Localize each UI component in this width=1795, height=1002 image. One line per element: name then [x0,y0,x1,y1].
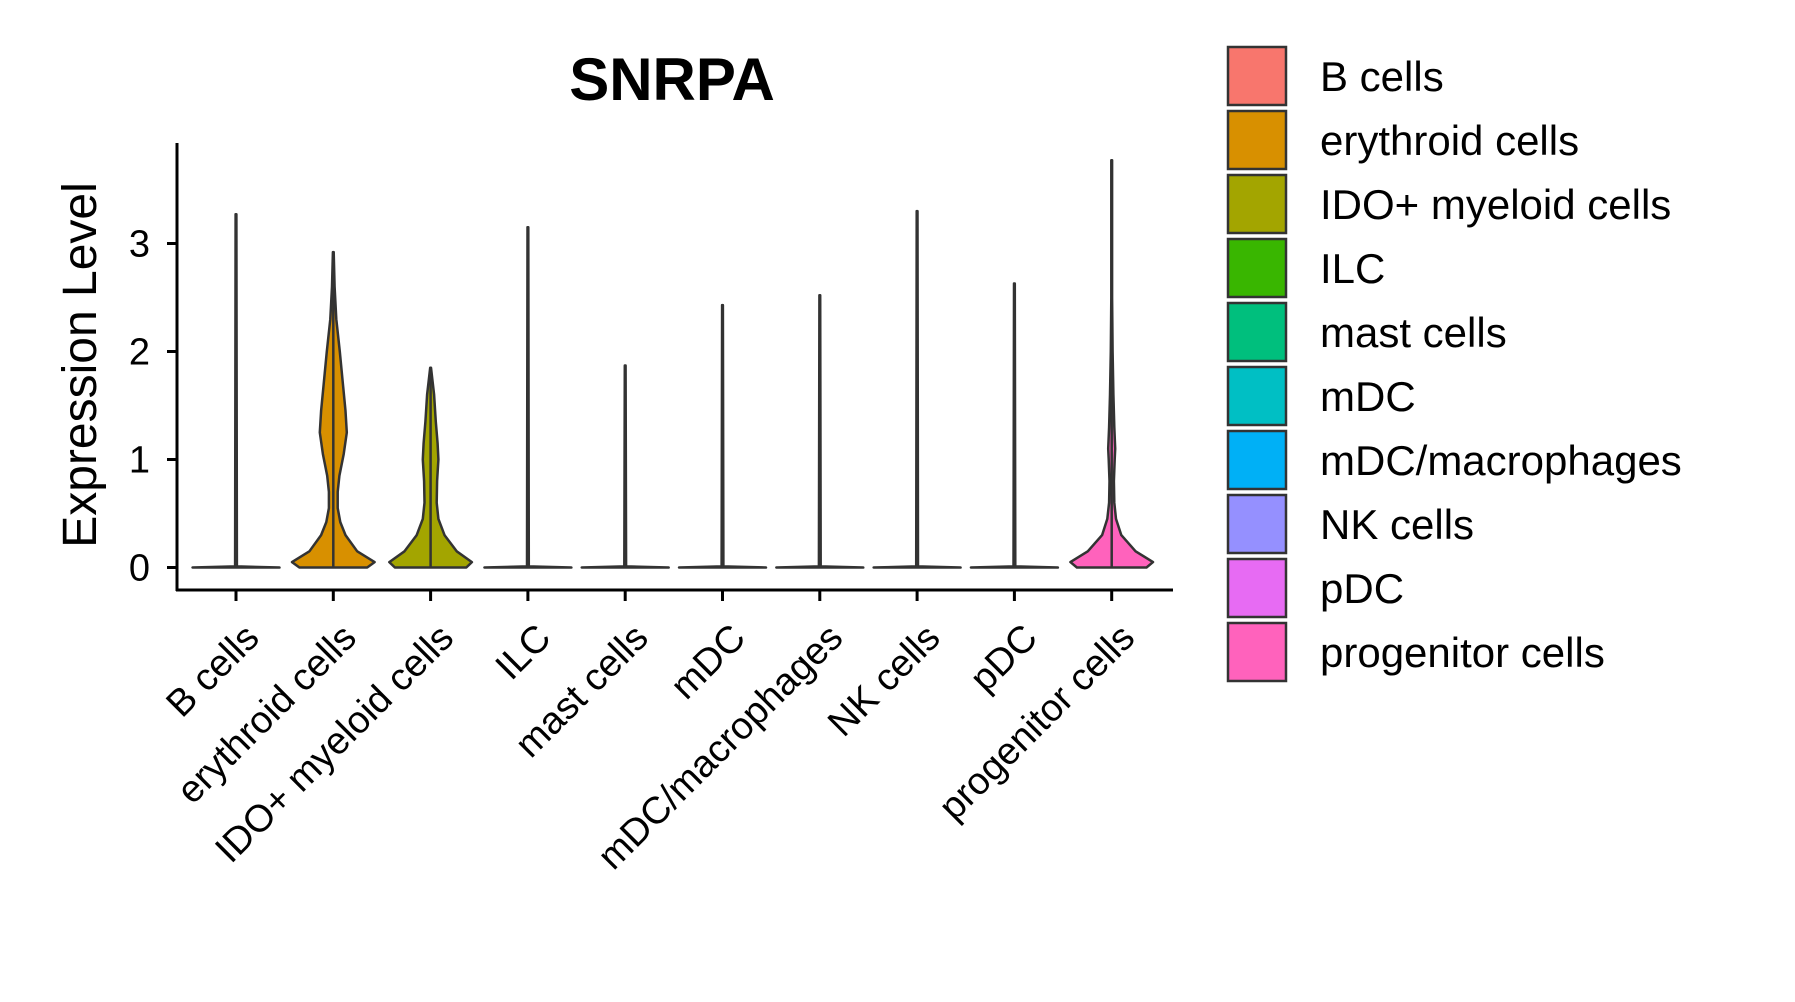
legend-swatch [1226,237,1288,299]
y-ticks: 0 1 2 3 [129,224,177,590]
legend-swatch [1226,173,1288,235]
x-tick-label: ILC [488,617,560,689]
legend-swatch [1226,429,1288,491]
legend-label: B cells [1320,53,1444,100]
legend: B cells erythroid cells IDO+ myeloid cells… [1226,45,1682,683]
x-tick-label: mDC [663,617,754,708]
legend-label: mast cells [1320,309,1507,356]
chart-title: SNRPA [569,46,775,113]
legend-label: ILC [1320,245,1385,292]
y-axis-label: Expression Level [54,182,107,548]
legend-label: mDC [1320,373,1416,420]
legend-label: IDO+ myeloid cells [1320,181,1671,228]
violins [191,159,1155,569]
legend-swatch [1226,621,1288,683]
y-tick-label: 3 [129,224,150,266]
legend-swatch [1226,493,1288,555]
legend-swatch [1226,557,1288,619]
y-tick-label: 0 [129,548,150,590]
legend-swatch [1226,301,1288,363]
y-tick-label: 1 [129,440,150,482]
y-tick-label: 2 [129,332,150,374]
x-tick-label: pDC [962,617,1045,700]
legend-label: mDC/macrophages [1320,437,1682,484]
legend-label: pDC [1320,565,1404,612]
legend-swatch [1226,45,1288,107]
legend-swatch [1226,109,1288,171]
legend-label: NK cells [1320,501,1474,548]
legend-swatch [1226,365,1288,427]
legend-label: progenitor cells [1320,629,1605,676]
legend-label: erythroid cells [1320,117,1579,164]
